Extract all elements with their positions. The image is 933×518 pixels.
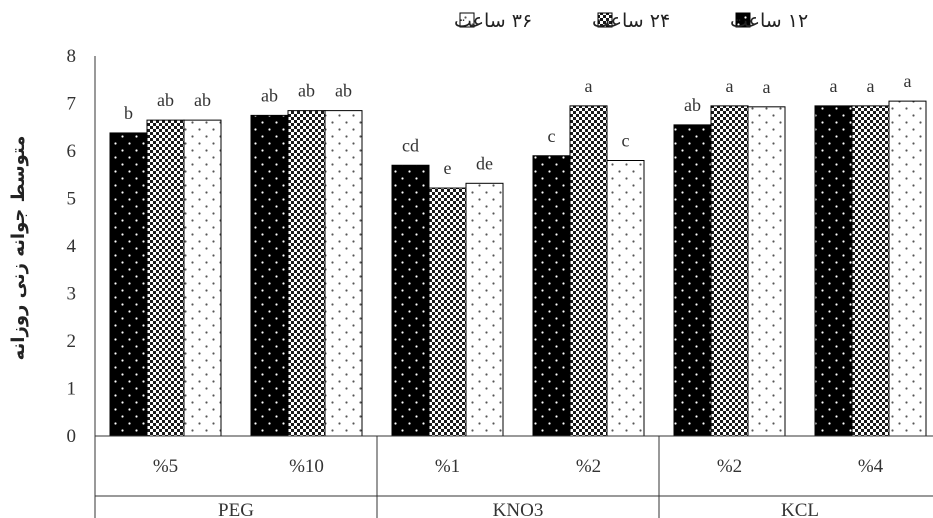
x-group-label: PEG [218, 500, 254, 518]
x-tick-label: %1 [435, 456, 460, 477]
bar [888, 100, 927, 437]
bar [532, 155, 571, 437]
y-tick-label: 4 [67, 236, 77, 257]
x-group-label: KCL [781, 500, 819, 518]
x-axis: %5 %10 %1 %2 %2 %4 PEG KNO3 KCL [94, 435, 933, 518]
y-axis: 0 1 2 3 4 5 6 7 8 [67, 46, 96, 447]
significance-letter: c [548, 126, 556, 146]
bar [428, 187, 467, 437]
legend: ۱۲ ساعت ۲۴ ساعت ۳۶ ساعت [454, 10, 808, 32]
bar [146, 119, 185, 437]
y-tick-label: 1 [67, 379, 77, 400]
significance-letter: cd [402, 135, 419, 155]
bar [747, 106, 786, 437]
legend-swatch [459, 12, 475, 28]
x-tick-label: %10 [289, 456, 324, 477]
y-tick-label: 8 [67, 46, 77, 67]
bar [851, 105, 890, 437]
bar [287, 110, 326, 437]
significance-letter: ab [298, 81, 315, 101]
significance-letter: a [904, 71, 912, 91]
significance-letter: ab [684, 95, 701, 115]
x-tick-label: %5 [153, 456, 178, 477]
significance-letter: c [622, 131, 630, 151]
significance-letter: a [726, 76, 734, 96]
x-tick-label: %2 [576, 456, 601, 477]
significance-letter: ab [194, 90, 211, 110]
y-axis-label: متوسط جوانه زنی روزانه [8, 136, 29, 361]
x-group-label: KNO3 [493, 500, 544, 518]
bar [465, 182, 504, 437]
y-tick-label: 3 [67, 284, 77, 305]
bar [391, 164, 430, 437]
significance-letter: e [444, 158, 452, 178]
significance-letter: ab [335, 81, 352, 101]
y-tick-label: 2 [67, 331, 77, 352]
legend-label: ۳۶ ساعت [454, 10, 532, 32]
bars [109, 100, 927, 437]
bar [673, 124, 712, 437]
bar [183, 119, 222, 437]
bar [606, 160, 645, 437]
bar [324, 110, 363, 437]
x-tick-label: %2 [717, 456, 742, 477]
x-tick-label: %4 [858, 456, 884, 477]
legend-label: ۲۴ ساعت [592, 10, 670, 32]
legend-swatch [735, 12, 751, 28]
significance-letter: a [830, 76, 838, 96]
y-tick-label: 5 [67, 189, 77, 210]
bar [569, 105, 608, 437]
y-tick-label: 6 [67, 141, 77, 162]
bar [814, 105, 853, 437]
bar [109, 132, 148, 437]
y-tick-label: 7 [67, 94, 77, 115]
significance-letter: de [476, 153, 493, 173]
significance-letter: b [124, 103, 133, 123]
significance-letter: ab [261, 85, 278, 105]
significance-letter: a [867, 76, 875, 96]
y-tick-label: 0 [67, 426, 77, 447]
significance-letter: a [585, 76, 593, 96]
bar [250, 114, 289, 437]
legend-label: ۱۲ ساعت [730, 10, 808, 32]
bar [710, 105, 749, 437]
legend-swatch [597, 12, 613, 28]
significance-letter: ab [157, 90, 174, 110]
significance-letter: a [763, 77, 771, 97]
